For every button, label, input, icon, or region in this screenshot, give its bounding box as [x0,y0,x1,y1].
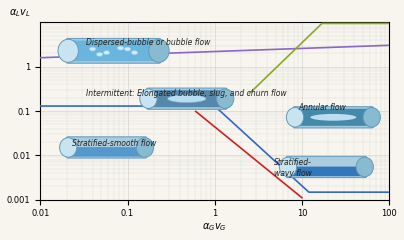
Ellipse shape [136,138,154,157]
FancyBboxPatch shape [67,38,161,63]
Text: Dispersed-bubble or bubble flow: Dispersed-bubble or bubble flow [86,38,210,47]
Text: Stratified-
wavy flow: Stratified- wavy flow [274,158,312,178]
Text: $\alpha_L v_L$: $\alpha_L v_L$ [9,7,31,19]
Ellipse shape [103,51,110,54]
FancyBboxPatch shape [69,138,144,148]
Ellipse shape [149,39,169,62]
Ellipse shape [356,157,373,177]
Ellipse shape [168,95,206,102]
Ellipse shape [286,108,304,127]
X-axis label: $\alpha_G v_G$: $\alpha_G v_G$ [202,221,227,233]
Ellipse shape [217,89,234,108]
Ellipse shape [97,52,103,56]
Ellipse shape [59,138,77,157]
FancyBboxPatch shape [297,109,369,126]
FancyBboxPatch shape [293,107,373,128]
FancyBboxPatch shape [71,41,156,61]
Ellipse shape [89,47,96,51]
Ellipse shape [58,39,78,62]
Ellipse shape [124,47,130,51]
FancyBboxPatch shape [69,147,144,157]
Ellipse shape [118,46,124,50]
FancyBboxPatch shape [67,137,147,158]
Ellipse shape [310,114,356,121]
Ellipse shape [131,51,138,54]
FancyBboxPatch shape [147,88,227,109]
FancyBboxPatch shape [289,167,364,176]
Text: Annular flow: Annular flow [299,103,346,112]
Ellipse shape [280,157,297,177]
Text: Intermittent: Elongated bubble, slug, and churn flow: Intermittent: Elongated bubble, slug, an… [86,89,286,98]
FancyBboxPatch shape [286,156,366,178]
Ellipse shape [140,89,157,108]
FancyBboxPatch shape [289,158,364,167]
FancyBboxPatch shape [151,90,223,107]
Text: Stratified-smooth flow: Stratified-smooth flow [72,138,156,148]
Ellipse shape [363,108,381,127]
